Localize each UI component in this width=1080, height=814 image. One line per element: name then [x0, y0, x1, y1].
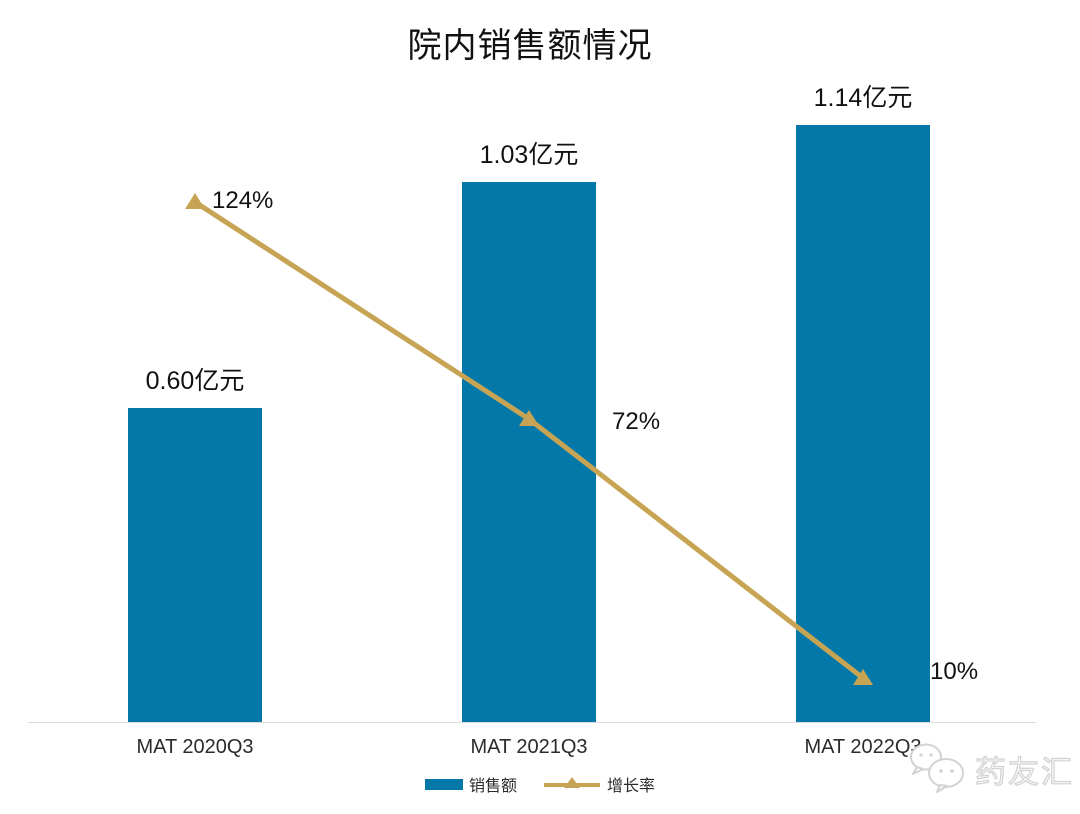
chart-title: 院内销售额情况	[407, 27, 653, 65]
line-marker-mat-2020q3	[185, 193, 205, 209]
growth-rate-label-mat-2022q3: 10%	[930, 658, 979, 685]
watermark-text: 药友汇	[974, 754, 1074, 790]
legend-label-sales: 销售额	[468, 778, 517, 795]
growth-rate-label-mat-2021q3: 72%	[612, 408, 661, 435]
x-axis-label-mat-2020q3: MAT 2020Q3	[136, 736, 254, 758]
legend-item-sales: 销售额	[424, 772, 517, 796]
watermark: 药友汇	[907, 742, 1074, 796]
bar-mat-2020q3	[128, 408, 262, 722]
growth-line-swatch-icon	[543, 776, 601, 792]
x-axis-label-mat-2021q3: MAT 2021Q3	[470, 736, 588, 758]
bar-mat-2021q3	[462, 182, 596, 722]
bar-value-label-mat-2022q3: 1.14亿元	[813, 84, 913, 112]
legend-label-growth: 增长率	[607, 778, 656, 795]
bar-mat-2022q3	[796, 125, 930, 722]
bar-value-label-mat-2020q3: 0.60亿元	[145, 367, 245, 395]
x-axis-label-mat-2022q3: MAT 2022Q3	[804, 736, 922, 758]
legend: 销售额 增长率	[0, 772, 1080, 796]
bar-value-label-mat-2021q3: 1.03亿元	[479, 141, 579, 169]
sales-bar-swatch-icon	[424, 778, 463, 790]
growth-rate-label-mat-2020q3: 124%	[212, 187, 274, 214]
wechat-icon	[907, 742, 969, 796]
x-axis-line	[28, 722, 1036, 723]
legend-item-growth: 增长率	[543, 772, 655, 796]
